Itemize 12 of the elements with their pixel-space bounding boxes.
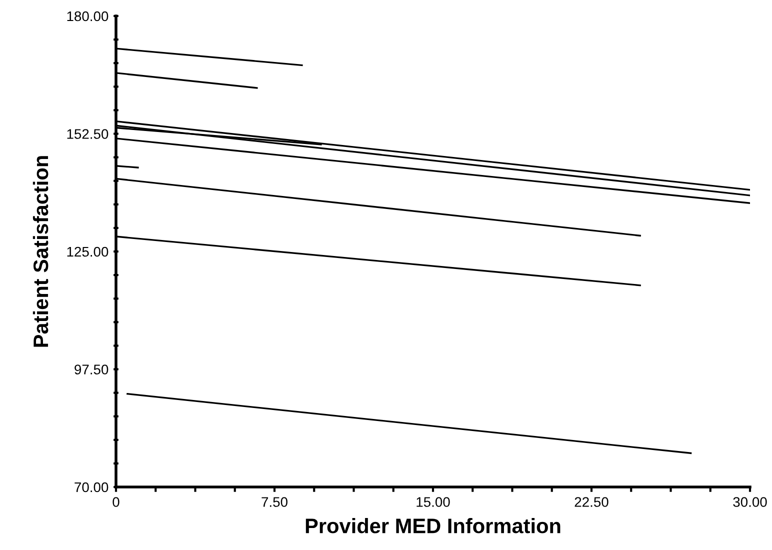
y-tick-label: 180.00 (67, 11, 108, 22)
x-tick-label: 22.50 (574, 497, 608, 507)
y-tick-label: 70.00 (74, 482, 108, 492)
y-tick-label: 97.50 (74, 364, 108, 374)
x-axis-title: Provider MED Information (306, 518, 560, 534)
x-tick-label: 7.50 (262, 497, 288, 507)
y-tick-label: 152.50 (67, 129, 108, 139)
x-tick-label: 0 (112, 497, 120, 507)
y-tick-label: 125.00 (67, 246, 108, 257)
x-tick-label: 15.00 (416, 497, 450, 507)
y-axis-title: Patient Satisfaction (32, 156, 48, 347)
x-tick-label: 30.00 (733, 497, 767, 507)
